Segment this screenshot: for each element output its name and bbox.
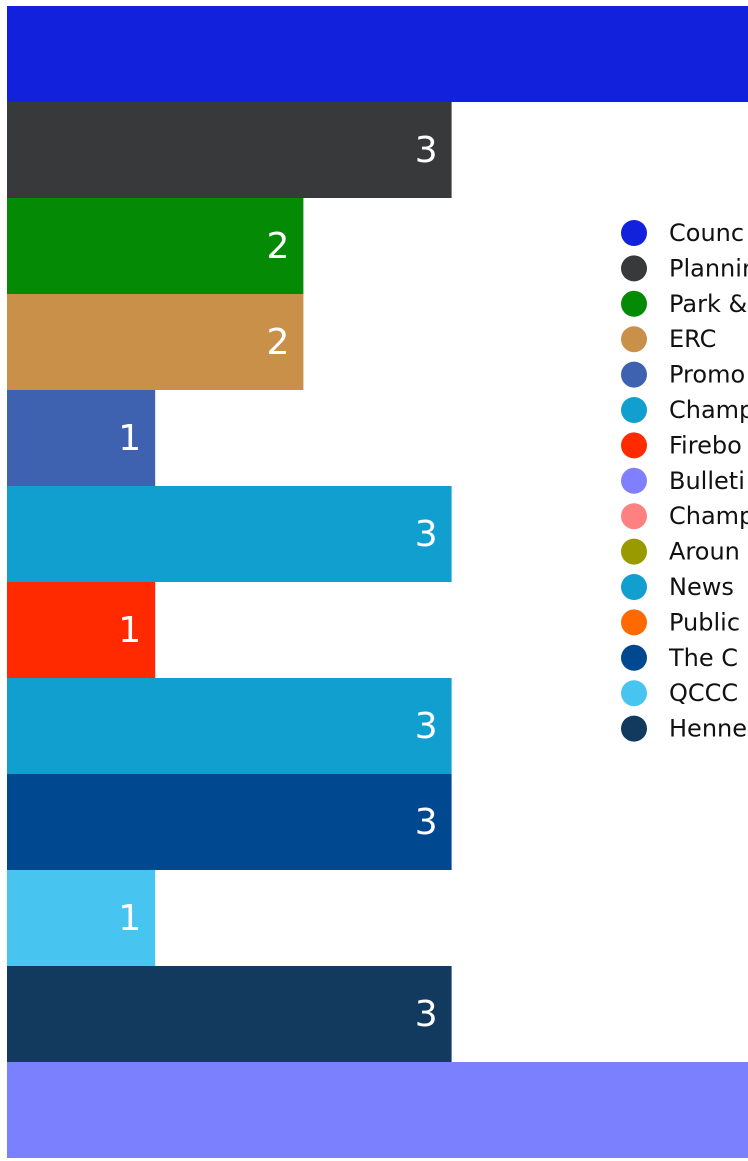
bar (7, 486, 452, 582)
bar-value-label: 2 (266, 226, 289, 267)
legend-swatch (621, 361, 647, 388)
bar (7, 1062, 748, 1158)
bar (7, 6, 748, 102)
bar (7, 390, 156, 486)
legend-label: Bulleti (669, 467, 745, 495)
bar (7, 774, 452, 870)
bar-value-label: 3 (415, 514, 438, 555)
legend-label: ERC (669, 325, 716, 353)
legend-swatch (621, 326, 647, 353)
bar-value-label: 3 (415, 802, 438, 843)
legend-label: Park & (669, 290, 747, 318)
legend-swatch (621, 609, 647, 636)
legend-swatch (621, 574, 647, 600)
legend-swatch (621, 290, 647, 317)
bar (7, 870, 156, 966)
legend-label: QCCC (669, 679, 738, 707)
legend-label: Counc (669, 219, 744, 247)
legend-swatch (621, 467, 647, 494)
legend-swatch (621, 644, 647, 671)
bar-value-label: 3 (415, 130, 438, 171)
legend-swatch (621, 538, 647, 565)
bar-value-label: 3 (415, 994, 438, 1035)
legend-swatch (621, 397, 647, 423)
bar (7, 678, 452, 774)
bar-value-label: 3 (415, 706, 438, 747)
legend-label: Henne (669, 715, 747, 743)
legend-swatch (621, 503, 647, 530)
bar (7, 582, 156, 678)
legend-swatch (621, 255, 647, 282)
legend-label: Promo (669, 361, 745, 389)
bar (7, 966, 452, 1062)
legend-label: News (669, 573, 734, 601)
legend-label: The C (668, 644, 738, 672)
legend-swatch (621, 220, 647, 246)
legend-label: Plannin (669, 254, 748, 282)
legend-label: Firebo (669, 431, 742, 459)
legend-label: Public (669, 608, 740, 636)
legend-swatch (621, 432, 647, 459)
bar-value-label: 1 (118, 610, 141, 651)
bar-value-label: 2 (266, 322, 289, 363)
bar-value-label: 1 (118, 898, 141, 939)
legend-label: Champ (669, 396, 748, 424)
legend-swatch (621, 680, 647, 707)
legend-label: Champ (669, 502, 748, 530)
bar (7, 294, 304, 390)
bar (7, 198, 304, 294)
bar-value-label: 1 (118, 418, 141, 459)
legend-swatch (621, 715, 647, 742)
legend-label: Aroun (669, 538, 740, 566)
bar (7, 102, 452, 198)
